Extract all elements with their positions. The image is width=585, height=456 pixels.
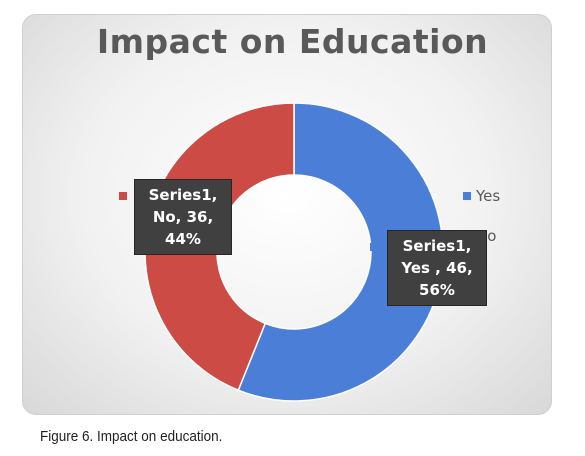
figure-caption-text: Impact on education. (93, 428, 223, 445)
chart-title: Impact on Education (96, 22, 489, 61)
data-label-yes-line2: Yes , 46, (401, 259, 473, 277)
figure-caption: Figure 6. Impact on education. (40, 428, 222, 445)
data-label-no: Series1, No, 36, 44% (119, 179, 232, 255)
donut-slice-no (144, 102, 295, 392)
legend-item-yes: Yes (463, 176, 500, 216)
data-label-yes-line3: 56% (419, 281, 455, 299)
legend-label-yes: Yes (476, 187, 501, 205)
donut-slice-yes (237, 102, 444, 402)
data-label-no-line2: No, 36, (152, 208, 214, 226)
data-label-marker-no (119, 192, 127, 200)
legend-swatch-yes (463, 192, 471, 200)
figure-caption-prefix: Figure 6. (40, 428, 94, 445)
data-label-no-line1: Series1, (148, 186, 218, 204)
data-label-no-line3: 44% (165, 230, 201, 248)
data-label-yes: Series1, Yes , 46, 56% (370, 230, 487, 306)
data-label-yes-line1: Series1, (402, 237, 472, 255)
data-label-marker-yes (370, 243, 378, 251)
